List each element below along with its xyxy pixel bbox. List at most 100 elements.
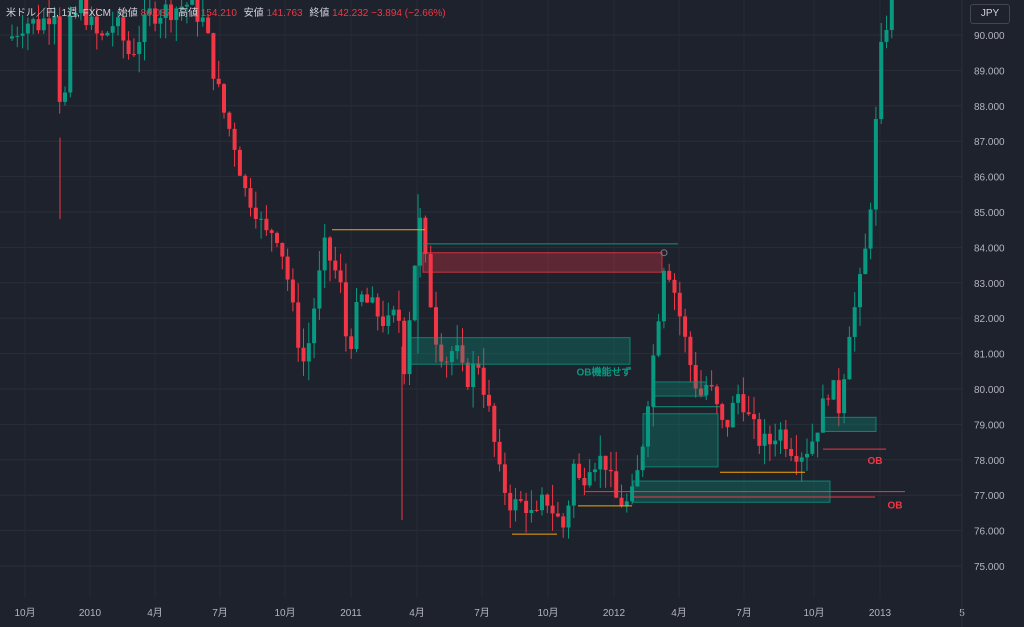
high-value: 154.210 (200, 8, 237, 19)
candle-down (343, 282, 348, 337)
x-tick-label: 10月 (803, 607, 824, 619)
ob-label: OB (868, 456, 883, 467)
candle-down (285, 256, 290, 280)
y-tick-label: 78.000 (974, 456, 1005, 467)
candle-down (84, 0, 89, 26)
candle-down (264, 218, 269, 231)
y-tick-label: 84.000 (974, 243, 1005, 254)
candle-down (211, 33, 216, 79)
candle-down (577, 463, 582, 479)
x-tick-label: 7月 (212, 607, 228, 619)
candle-up (593, 469, 597, 473)
candle-up (587, 472, 592, 486)
candle-down (487, 394, 491, 406)
open-value: 86.087 (140, 8, 172, 19)
candle-up (73, 12, 78, 16)
x-tick-label: 2011 (340, 608, 362, 619)
candle-down (826, 398, 831, 400)
candle-up (624, 501, 629, 507)
candle-up (116, 17, 120, 27)
candle-down (253, 207, 258, 219)
candle-up (863, 248, 868, 275)
candle-up (158, 17, 163, 24)
candle-down (677, 292, 682, 317)
zone-bullish-order-block-large[interactable] (642, 413, 719, 468)
candle-down (444, 361, 449, 363)
candle-down (169, 4, 173, 21)
candle-up (852, 307, 857, 337)
candle-down (328, 237, 332, 261)
candle-up (89, 16, 94, 26)
candle-down (746, 412, 751, 415)
candle-up (805, 453, 809, 458)
candle-up (810, 441, 815, 454)
candle-up (799, 457, 804, 462)
y-tick-label: 75.000 (974, 562, 1005, 573)
candle-up (630, 486, 635, 502)
candle-down (741, 394, 746, 413)
candle-down (672, 279, 677, 293)
candle-up (646, 406, 650, 447)
y-tick-label: 80.000 (974, 385, 1005, 396)
change-value: −3.894 (−2.66%) (371, 8, 446, 19)
candle-up (656, 321, 661, 356)
candle-down (237, 149, 242, 176)
candle-down (349, 336, 354, 349)
candle-up (41, 18, 46, 31)
candle-up (190, 0, 195, 5)
candle-down (222, 84, 226, 113)
candle-up (635, 470, 640, 487)
candle-down (720, 404, 725, 420)
marker-circle (660, 249, 668, 257)
currency-button[interactable]: JPY (970, 4, 1010, 24)
zone-bullish-order-block-upper[interactable] (651, 381, 707, 397)
zone-bearish-order-block[interactable] (422, 252, 663, 273)
candle-down (481, 367, 486, 395)
candle-up (879, 41, 884, 120)
x-tick-label: 10月 (14, 607, 35, 619)
candle-up (68, 15, 73, 93)
x-tick-label: 2010 (79, 608, 102, 619)
candle-down (502, 464, 507, 493)
candle-down (561, 516, 566, 528)
candle-down (301, 347, 306, 362)
candle-up (820, 398, 825, 433)
candle-up (661, 270, 666, 322)
legend-header: 米ドル／円, 1週, FXCM 始値 86.087 高値 154.210 安値 … (6, 4, 446, 19)
candle-up (449, 351, 454, 363)
zone-bullish-order-block-failed[interactable] (407, 337, 631, 365)
candle-up (147, 8, 152, 15)
candle-down (434, 307, 438, 345)
candle-up (63, 92, 67, 102)
candle-up (513, 499, 518, 511)
close-value: 142.232 (332, 8, 369, 19)
close-label: 終値 (309, 8, 330, 19)
candle-down (333, 260, 338, 271)
candle-down (36, 19, 41, 31)
candle-down (783, 429, 788, 449)
candle-down (688, 336, 693, 366)
x-tick-label: 4月 (409, 607, 425, 619)
candle-down (275, 232, 279, 243)
candle-down (534, 509, 539, 511)
candle-down (47, 18, 52, 25)
candle-down (794, 455, 799, 462)
candle-down (497, 441, 502, 465)
candle-up (847, 336, 852, 380)
candle-down (725, 419, 730, 428)
zone-bullish-order-block-right[interactable] (821, 416, 877, 432)
candle-down (121, 17, 126, 41)
candle-up (312, 308, 317, 344)
candle-up (78, 0, 83, 13)
candle-up (736, 394, 741, 403)
candle-down (524, 500, 529, 513)
candle-up (873, 119, 878, 210)
candle-down (381, 316, 385, 326)
candle-up (831, 380, 836, 400)
candle-down (338, 270, 343, 283)
candle-down (280, 242, 285, 257)
candle-down (757, 419, 762, 446)
candle-down (699, 388, 703, 396)
high-label: 高値 (177, 8, 198, 19)
